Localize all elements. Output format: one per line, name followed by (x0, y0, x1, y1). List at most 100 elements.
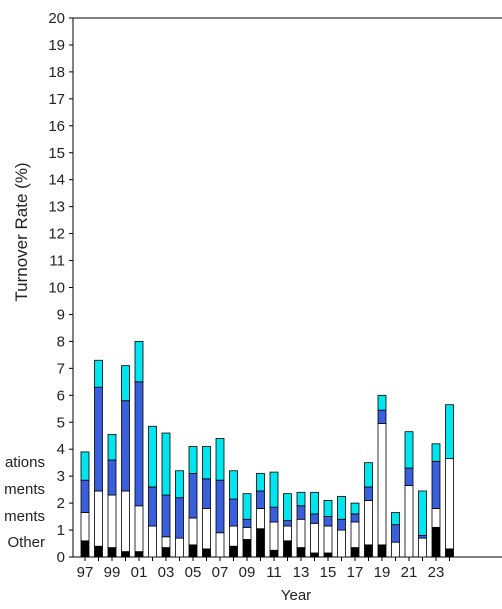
x-tick-label: 13 (293, 564, 310, 581)
bar-segment (107, 459, 117, 496)
bar-segment (188, 473, 198, 519)
bar-segment (310, 513, 319, 524)
x-tick-label: 03 (158, 564, 175, 581)
bar-segment (269, 549, 279, 558)
bar-segment (323, 552, 333, 558)
bar-segment (364, 462, 373, 488)
bar-segment (80, 451, 90, 481)
legend-label: ments (4, 508, 45, 525)
bar-segment (391, 524, 400, 543)
y-tick-label: 12 (48, 226, 65, 243)
bar-segment (161, 547, 171, 558)
y-tick-label: 4 (57, 441, 65, 458)
bar-segment (350, 513, 360, 523)
bar-segment (256, 528, 265, 558)
x-tick-label: 23 (428, 564, 445, 581)
bar-segment (310, 522, 319, 554)
bar-segment (161, 536, 171, 548)
bar-segment (107, 433, 117, 461)
bar-segment (80, 512, 90, 542)
bar-segment (323, 500, 333, 517)
x-axis-title: Year (281, 587, 311, 604)
bar-segment (256, 473, 265, 492)
bar-segment (202, 548, 211, 558)
bar-segment (445, 458, 454, 550)
bar-segment (418, 537, 427, 558)
bar-segment (337, 518, 346, 531)
bar-segment (148, 425, 157, 488)
bar-segment (94, 386, 103, 492)
x-tick-label: 97 (77, 564, 94, 581)
bar-segment (229, 545, 238, 558)
y-tick-label: 8 (57, 333, 65, 350)
bar-segment (296, 505, 306, 520)
y-tick-label: 11 (49, 253, 65, 270)
y-tick-label: 0 (57, 549, 65, 566)
x-tick-label: 15 (320, 564, 337, 581)
y-tick-label: 14 (48, 172, 65, 189)
bar-segment (296, 547, 306, 558)
bar-segment (445, 548, 454, 558)
bar-segment (242, 493, 252, 520)
bar-segment (202, 508, 211, 550)
bar-segment (175, 470, 184, 499)
bar-segment (134, 381, 144, 507)
bar-segment (229, 470, 238, 500)
bar-segment (323, 516, 333, 527)
bar-segment (134, 505, 144, 553)
bar-segment (431, 526, 441, 558)
bar-segment (377, 423, 387, 546)
bar-segment (377, 409, 387, 424)
bar-segment (148, 525, 157, 558)
x-tick-label: 17 (347, 564, 364, 581)
bar-segment (296, 518, 306, 548)
legend-label: ments (4, 481, 45, 498)
bar-segment (445, 404, 454, 460)
bar-segment (188, 446, 198, 474)
bar-segment (310, 491, 319, 515)
bar-segment (364, 486, 373, 501)
bar-segment (404, 485, 414, 558)
y-tick-label: 5 (57, 414, 65, 431)
bar-segment (121, 490, 130, 553)
x-ticks-group: 97 99 01 03 05 07 09 11 13 15 17 19 21 23 (77, 557, 450, 581)
bar-segment (134, 551, 144, 558)
bar-segment (256, 490, 265, 509)
y-axis-title: Turnover Rate (%) (12, 162, 31, 301)
x-tick-label: 21 (401, 564, 418, 581)
bar-segment (148, 486, 157, 527)
bar-segment (431, 508, 441, 528)
x-tick-label: 05 (185, 564, 202, 581)
bar-segment (202, 446, 211, 480)
bar-segment (215, 438, 225, 481)
bar-segment (269, 471, 279, 508)
y-tick-label: 20 (48, 10, 65, 27)
bar-segment (269, 506, 279, 523)
bar-segment (377, 394, 387, 411)
bar-segment (431, 443, 441, 462)
y-tick-label: 10 (48, 280, 65, 297)
y-tick-label: 6 (57, 387, 65, 404)
bar-segment (175, 537, 184, 558)
bar-segment (107, 494, 117, 548)
bar-segment (269, 521, 279, 551)
bar-segment (94, 359, 103, 388)
bar-segment (431, 460, 441, 509)
bar-segment (188, 544, 198, 558)
x-tick-label: 11 (266, 564, 282, 581)
bar-segment (296, 491, 306, 507)
bar-segment (256, 508, 265, 530)
y-tick-label: 18 (48, 64, 65, 81)
y-tick-label: 16 (48, 118, 65, 135)
bar-segment (350, 547, 360, 558)
x-tick-label: 09 (239, 564, 256, 581)
bar-segment (242, 539, 252, 558)
bar-segment (175, 497, 184, 539)
legend-label: Other (7, 534, 45, 551)
bar-segment (121, 365, 130, 402)
bar-segment (215, 479, 225, 534)
bar-segment (242, 526, 252, 540)
bar-segment (391, 541, 400, 558)
y-tick-label: 15 (48, 145, 65, 162)
bar-segment (418, 490, 427, 536)
